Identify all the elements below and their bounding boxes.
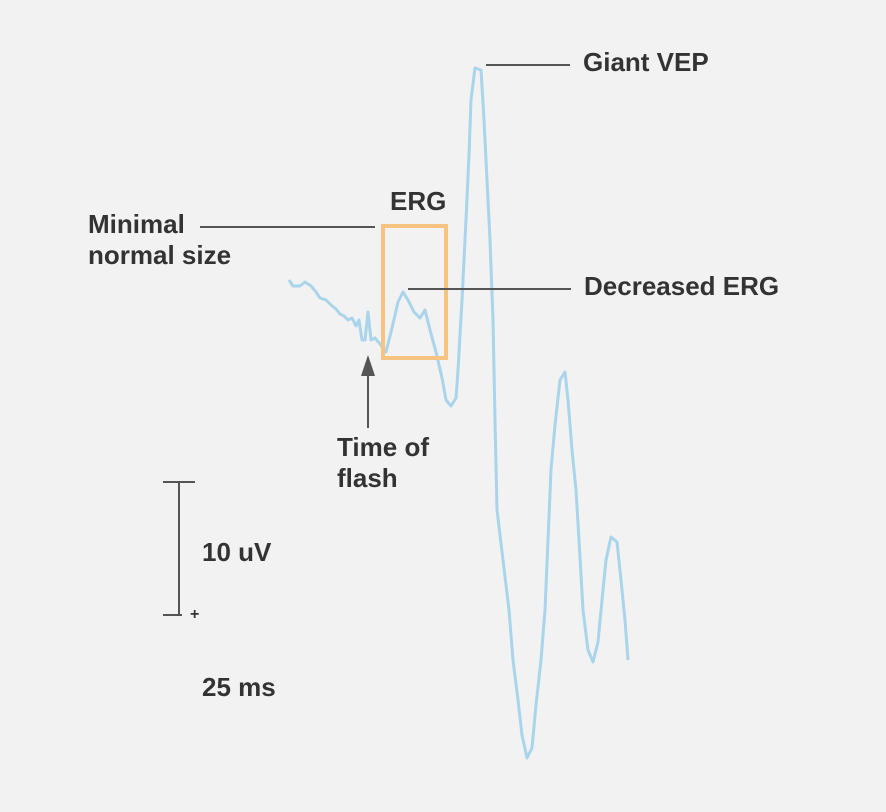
label: Time of: [337, 432, 429, 462]
label: +: [190, 606, 199, 623]
label: ERG: [390, 186, 446, 216]
label: Decreased ERG: [584, 271, 779, 301]
erg-box: [381, 224, 448, 360]
label: Giant VEP: [583, 47, 709, 77]
arrowhead: [361, 355, 375, 376]
waveform: [287, 66, 630, 760]
label: 10 uV: [202, 537, 272, 567]
label: 25 ms: [202, 672, 276, 702]
label: flash: [337, 463, 398, 493]
label: normal size: [88, 240, 231, 270]
label: Minimal: [88, 209, 185, 239]
